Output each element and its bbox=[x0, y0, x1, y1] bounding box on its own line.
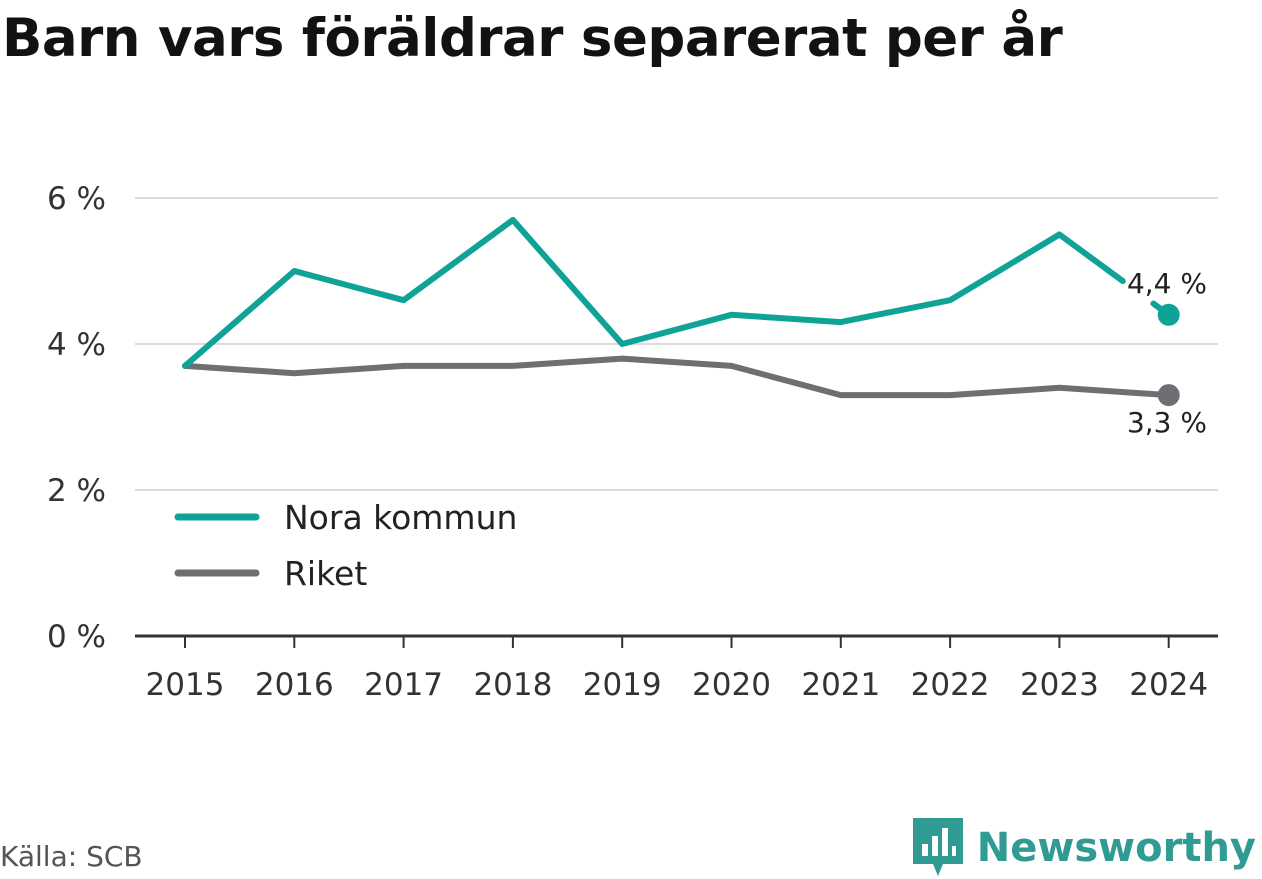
series-line-nora-kommun bbox=[182, 216, 1063, 369]
x-tick-label: 2019 bbox=[583, 667, 662, 703]
x-tick-label: 2023 bbox=[1020, 667, 1099, 703]
series-end-point bbox=[1157, 303, 1180, 326]
series-end-label: 4,4 % bbox=[1127, 267, 1207, 300]
legend-label: Riket bbox=[284, 554, 367, 593]
source-note: Källa: SCB bbox=[0, 840, 143, 873]
legend: Nora kommun Riket bbox=[160, 492, 555, 610]
x-tick-label: 2022 bbox=[911, 667, 990, 703]
x-tick-label: 2016 bbox=[255, 667, 334, 703]
y-axis-ticks: 0 % 2 % 4 % 6 % bbox=[47, 181, 106, 655]
x-tick-label: 2021 bbox=[801, 667, 880, 703]
series-line-nora-kommun-tail bbox=[1056, 231, 1126, 285]
legend-background bbox=[160, 492, 555, 610]
series-end-label: 3,3 % bbox=[1127, 406, 1207, 439]
gridlines bbox=[135, 197, 1218, 491]
newsworthy-logo-icon bbox=[912, 818, 963, 876]
brand-logo: Newsworthy bbox=[912, 818, 1256, 878]
series-line-riket bbox=[182, 355, 1172, 399]
y-tick-label: 0 % bbox=[47, 619, 106, 655]
x-tick-label: 2020 bbox=[692, 667, 771, 703]
x-tick-label: 2024 bbox=[1129, 667, 1208, 703]
y-tick-label: 4 % bbox=[47, 327, 106, 363]
brand-name: Newsworthy bbox=[976, 825, 1256, 871]
x-tick-label: 2018 bbox=[473, 667, 552, 703]
x-tick-label: 2015 bbox=[146, 667, 225, 703]
y-tick-label: 6 % bbox=[47, 181, 106, 217]
legend-label: Nora kommun bbox=[284, 498, 517, 537]
x-axis: 2015 2016 2017 2018 2019 2020 2021 2022 2023 2024 bbox=[135, 634, 1218, 703]
chart-title: Barn vars föräldrar separerat per år bbox=[2, 8, 1063, 69]
y-tick-label: 2 % bbox=[47, 473, 106, 509]
x-tick-label: 2017 bbox=[364, 667, 443, 703]
series-end-point bbox=[1157, 384, 1180, 407]
series-lines: 3,3 % 4,4 % bbox=[182, 216, 1207, 439]
